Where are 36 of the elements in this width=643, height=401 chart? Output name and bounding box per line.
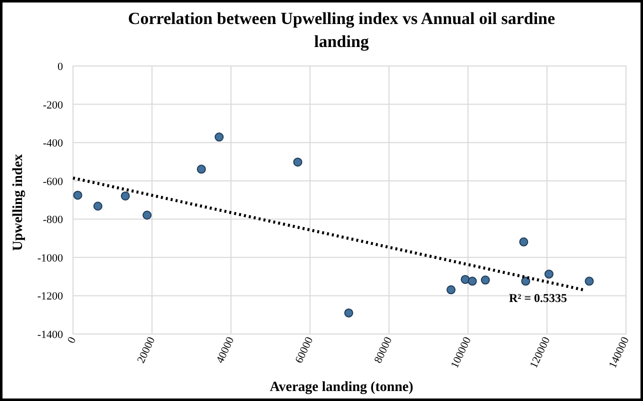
y-axis-title: Upwelling index [11, 154, 26, 251]
point [519, 237, 528, 246]
chart-title: Correlation between Upwelling index vs Annual oil sardine landing [128, 9, 556, 51]
y-tick-label: -600 [42, 176, 64, 188]
y-tick-label: -400 [42, 138, 64, 150]
x-tick-label: 100000 [448, 334, 474, 370]
point [293, 158, 302, 167]
y-tick-label: -1200 [37, 290, 64, 303]
point [73, 190, 82, 200]
x-tick-label: 40000 [214, 334, 237, 366]
x-tick-label: 140000 [606, 334, 632, 370]
point [460, 274, 470, 284]
point [544, 270, 554, 279]
y-tick-label: -1000 [37, 252, 64, 264]
point [344, 308, 354, 318]
point [446, 285, 456, 294]
y-tick-label: -800 [42, 214, 64, 226]
x-tick-label: 0 [66, 334, 79, 346]
point [196, 164, 206, 174]
y-tick-label: 0 [58, 61, 64, 73]
point [93, 202, 102, 211]
x-axis-title: Average landing (tonne) [270, 380, 414, 395]
point [521, 276, 530, 286]
x-tick-label: 20000 [135, 334, 158, 366]
point [468, 276, 477, 286]
point [120, 191, 130, 200]
annotation: R² = 0.5335 [508, 291, 568, 305]
point [480, 276, 490, 285]
x-tick-label: 80000 [372, 334, 395, 366]
point [214, 132, 224, 142]
y-tick-label: -1400 [37, 329, 64, 341]
y-tick-label: -200 [42, 99, 64, 112]
x-tick-label: 60000 [293, 334, 316, 366]
point [142, 210, 152, 220]
x-tick-label: 120000 [528, 334, 553, 370]
point [584, 276, 594, 286]
